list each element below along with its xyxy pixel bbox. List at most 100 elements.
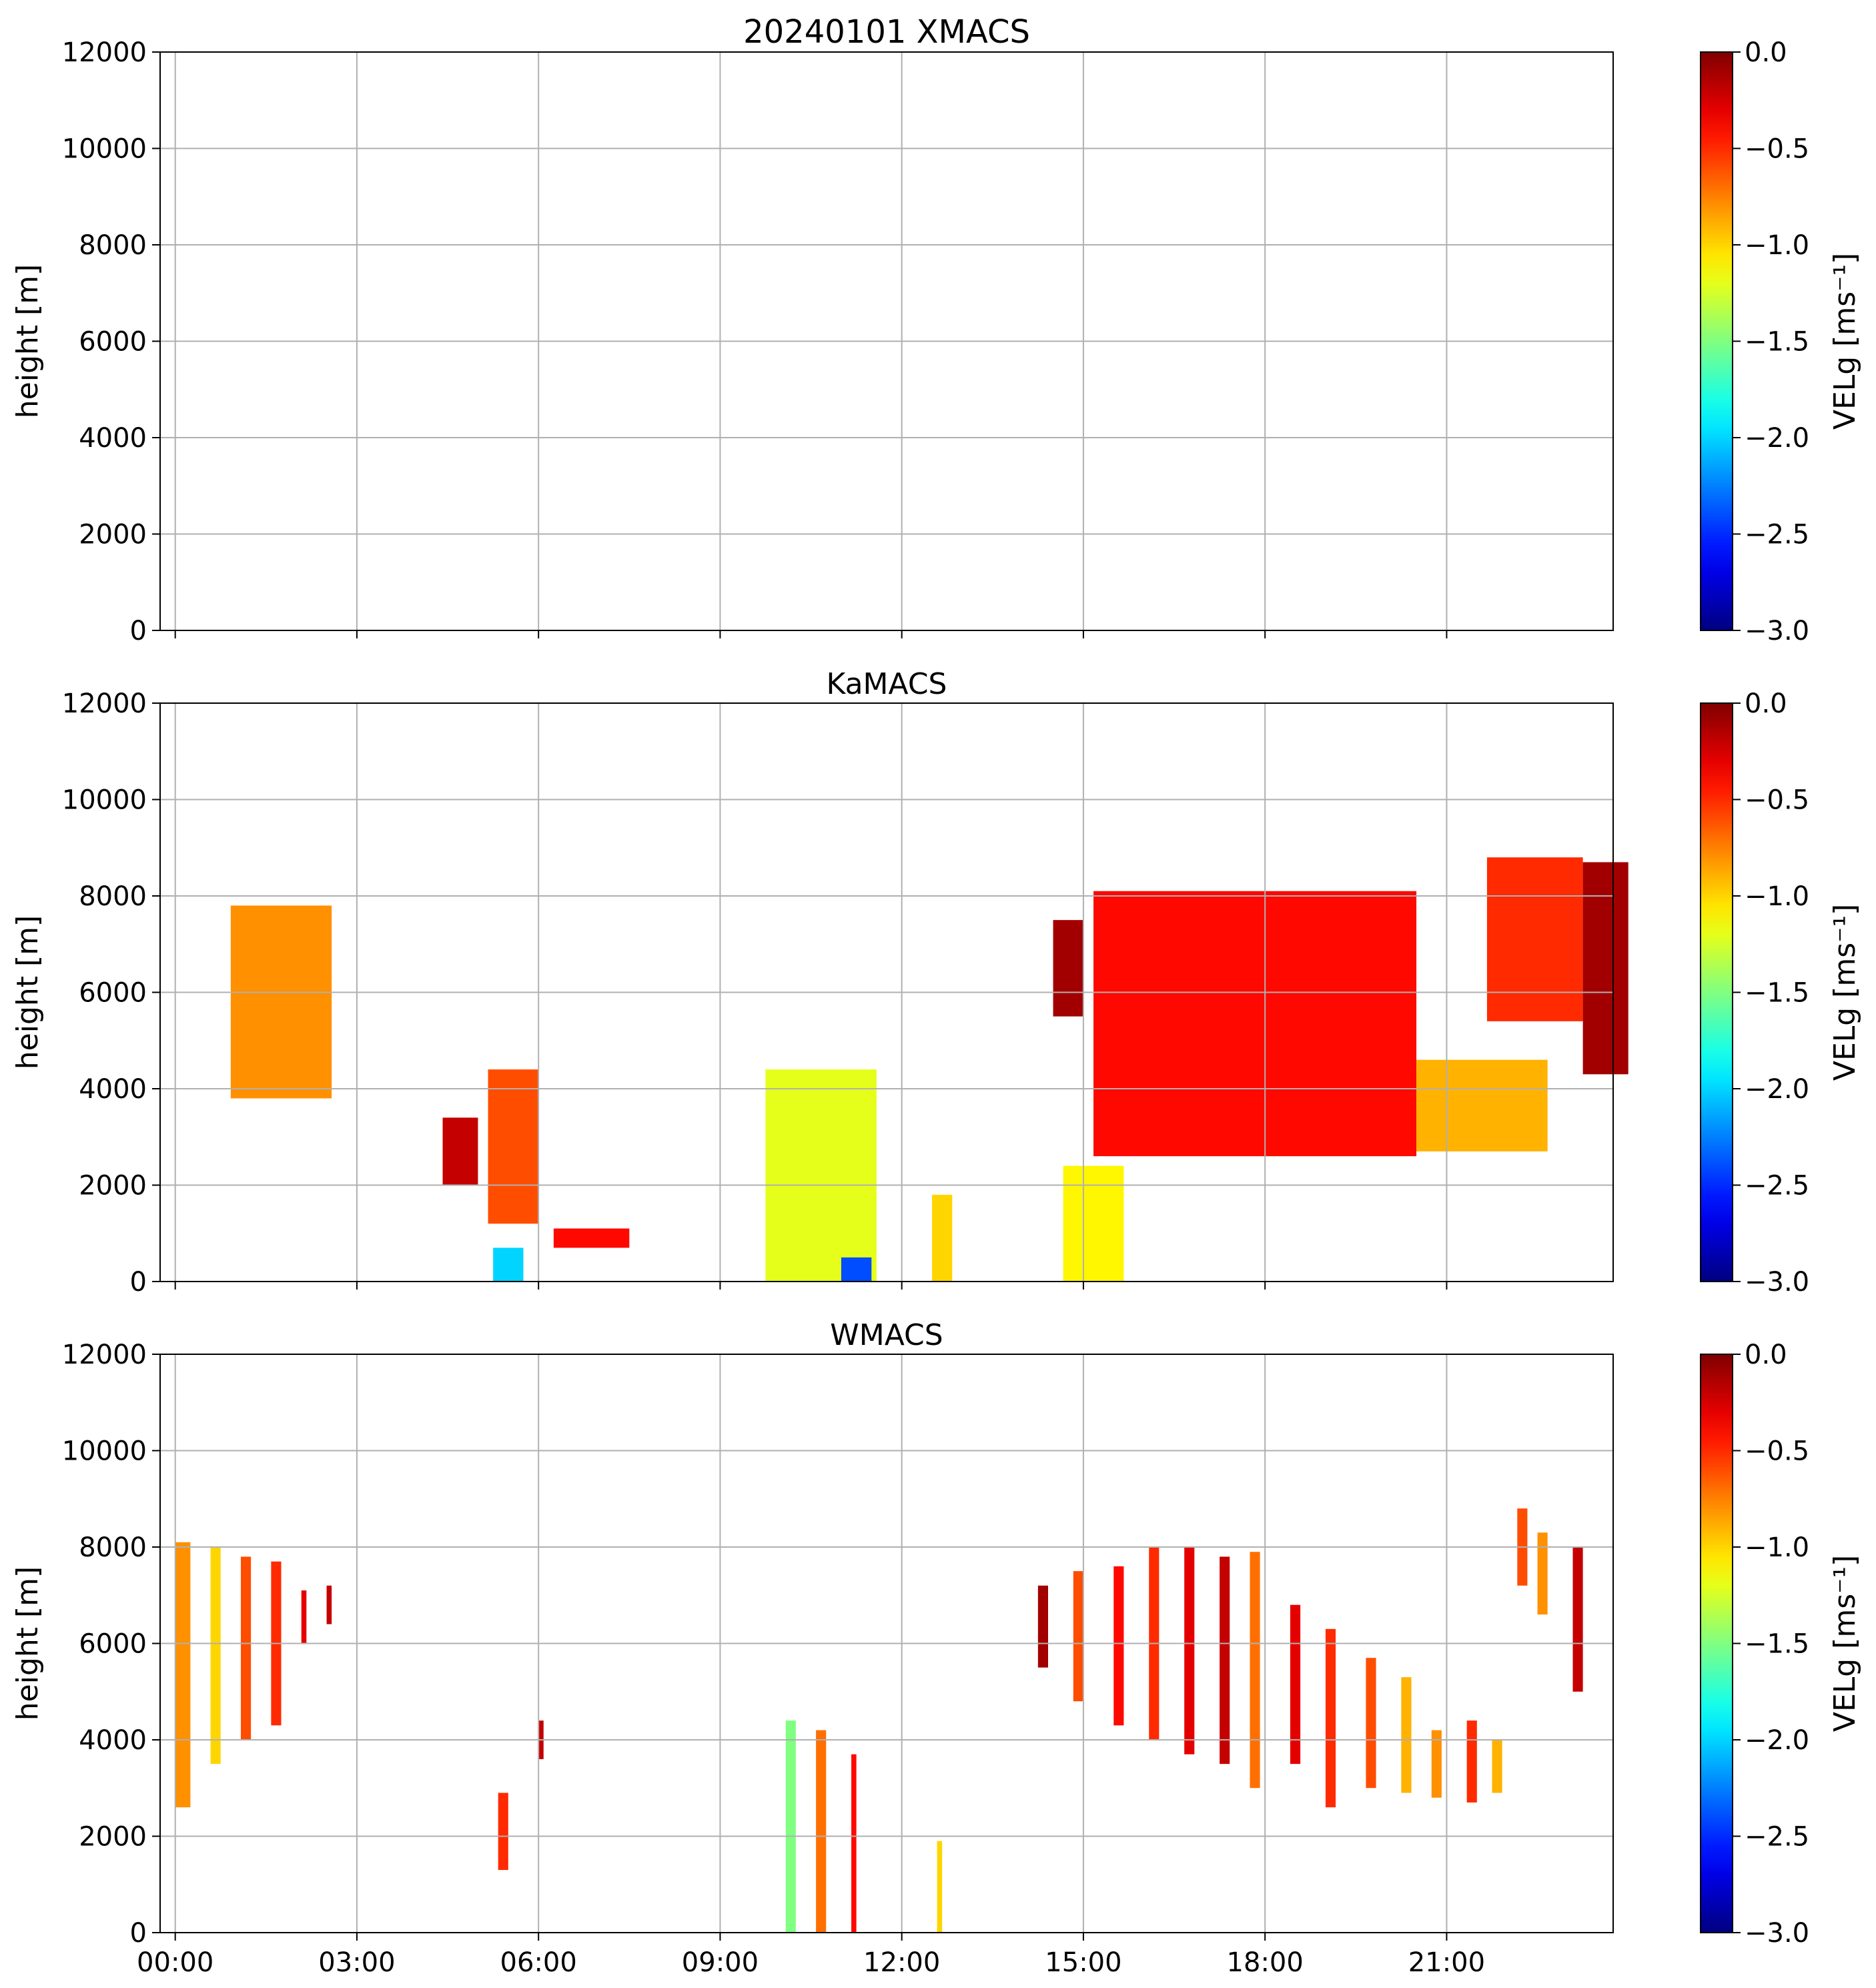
x-tick-label: 03:00 — [318, 1947, 395, 1978]
y-tick-label: 0 — [130, 616, 147, 646]
panel-title: KaMACS — [827, 667, 947, 701]
echo-11 — [1093, 891, 1417, 1157]
colorbar-tick-label: −1.0 — [1745, 230, 1809, 261]
colorbar-tick-label: −3.0 — [1745, 1267, 1809, 1298]
colorbar-tick-label: −3.0 — [1745, 1918, 1809, 1949]
echo-5 — [553, 1228, 630, 1248]
colorbar-label: VELg [ms⁻¹] — [1828, 1555, 1862, 1732]
x-tick-label: 00:00 — [137, 1947, 213, 1978]
echo-14 — [1073, 1571, 1083, 1702]
colorbar: −3.0 −2.5 −2.0 −1.5 −1.0 −0.5 0.0 VELg [ms⁻¹] — [1700, 688, 1862, 1298]
echo-10 — [816, 1730, 827, 1933]
y-tick-label: 8000 — [79, 1532, 147, 1563]
y-tick-label: 6000 — [79, 978, 147, 1009]
y-axis-label: height [m] — [11, 1566, 45, 1720]
echo-23 — [1401, 1677, 1412, 1793]
colorbar-gradient — [1700, 1354, 1733, 1933]
echo-17 — [1184, 1547, 1195, 1755]
echo-5 — [301, 1590, 307, 1644]
panel-1: 0 2000 4000 6000 8000 10000 12000 20240101 XMAC… — [11, 13, 1862, 646]
x-tick-label: 06:00 — [500, 1947, 577, 1978]
colorbar-tick-label: −3.0 — [1745, 616, 1809, 646]
echo-1 — [175, 1542, 191, 1808]
colorbar-tick-label: 0.0 — [1745, 37, 1787, 68]
echo-2 — [442, 1117, 478, 1185]
y-tick-label: 0 — [130, 1918, 147, 1949]
y-tick-label: 8000 — [79, 230, 147, 261]
colorbar-tick-label: −2.5 — [1745, 520, 1809, 550]
colorbar-tick-label: −2.0 — [1745, 423, 1809, 454]
y-tick-label: 4000 — [79, 1074, 147, 1105]
y-axis-label: height [m] — [11, 264, 45, 418]
y-tick-label: 8000 — [79, 881, 147, 912]
echo-21 — [1325, 1628, 1336, 1808]
colorbar-label: VELg [ms⁻¹] — [1828, 253, 1862, 430]
y-tick-label: 2000 — [79, 520, 147, 550]
y-tick-label: 6000 — [79, 1629, 147, 1660]
echo-1 — [230, 905, 332, 1099]
colorbar-tick-label: −0.5 — [1745, 134, 1809, 165]
colorbar: −3.0 −2.5 −2.0 −1.5 −1.0 −0.5 0.0 VELg [ms⁻¹] — [1700, 37, 1862, 646]
echo-7 — [841, 1257, 872, 1282]
colorbar-label: VELg [ms⁻¹] — [1828, 904, 1862, 1081]
y-tick-label: 6000 — [79, 327, 147, 358]
colorbar-tick-label: −1.5 — [1745, 1629, 1809, 1660]
echo-6 — [765, 1069, 877, 1282]
panel-title: WMACS — [830, 1318, 943, 1352]
y-tick-label: 0 — [130, 1267, 147, 1298]
echo-3 — [488, 1069, 539, 1224]
echo-10 — [1053, 920, 1083, 1017]
panel-title: 20240101 XMACS — [743, 13, 1030, 51]
echo-layer — [230, 857, 1628, 1282]
echo-4 — [493, 1248, 524, 1282]
colorbar-tick-label: −0.5 — [1745, 1436, 1809, 1467]
echo-22 — [1366, 1658, 1376, 1789]
y-axis-label: height [m] — [11, 915, 45, 1069]
y-tick-label: 2000 — [79, 1822, 147, 1853]
panel-2: 0 2000 4000 6000 8000 10000 12000 KaMACS height … — [11, 667, 1862, 1298]
y-tick-label: 10000 — [62, 1436, 147, 1467]
colorbar-tick-label: 0.0 — [1745, 688, 1787, 719]
colorbar-tick-label: −1.5 — [1745, 327, 1809, 358]
colorbar-tick-label: −1.0 — [1745, 1532, 1809, 1563]
echo-6 — [326, 1585, 332, 1624]
echo-12 — [1416, 1059, 1548, 1151]
x-tick-label: 12:00 — [863, 1947, 940, 1978]
echo-13 — [1037, 1585, 1048, 1668]
colorbar-tick-label: −1.5 — [1745, 978, 1809, 1009]
y-tick-label: 2000 — [79, 1171, 147, 1201]
echo-9 — [785, 1720, 796, 1933]
echo-3 — [241, 1556, 252, 1740]
x-tick-label: 09:00 — [682, 1947, 759, 1978]
echo-24 — [1431, 1730, 1442, 1798]
colorbar: −3.0 −2.5 −2.0 −1.5 −1.0 −0.5 0.0 VELg [ms⁻¹] — [1700, 1340, 1862, 1949]
echo-29 — [1572, 1547, 1583, 1692]
echo-12 — [937, 1841, 943, 1933]
y-tick-label: 10000 — [62, 134, 147, 165]
colorbar-tick-label: 0.0 — [1745, 1340, 1787, 1370]
echo-20 — [1290, 1604, 1301, 1765]
echo-28 — [1537, 1532, 1548, 1615]
echo-11 — [851, 1754, 857, 1933]
echo-2 — [210, 1547, 221, 1765]
echo-layer — [175, 1508, 1583, 1933]
y-tick-label: 4000 — [79, 423, 147, 454]
x-tick-label: 15:00 — [1045, 1947, 1121, 1978]
colorbar-tick-label: −2.5 — [1745, 1822, 1809, 1853]
colorbar-tick-label: −2.5 — [1745, 1171, 1809, 1201]
echo-13 — [1486, 857, 1583, 1021]
y-tick-label: 10000 — [62, 785, 147, 816]
echo-14 — [1582, 862, 1628, 1075]
echo-7 — [498, 1793, 508, 1871]
y-tick-label: 12000 — [62, 1340, 147, 1370]
x-tick-label: 18:00 — [1227, 1947, 1304, 1978]
colorbar-tick-label: −2.0 — [1745, 1725, 1809, 1756]
y-tick-label: 12000 — [62, 688, 147, 719]
panels-group: 0 2000 4000 6000 8000 10000 12000 20240101 XMAC… — [11, 13, 1862, 1978]
echo-8 — [932, 1194, 953, 1282]
echo-26 — [1492, 1740, 1502, 1793]
colorbar-tick-label: −0.5 — [1745, 785, 1809, 816]
echo-15 — [1113, 1566, 1124, 1726]
y-tick-label: 12000 — [62, 37, 147, 68]
